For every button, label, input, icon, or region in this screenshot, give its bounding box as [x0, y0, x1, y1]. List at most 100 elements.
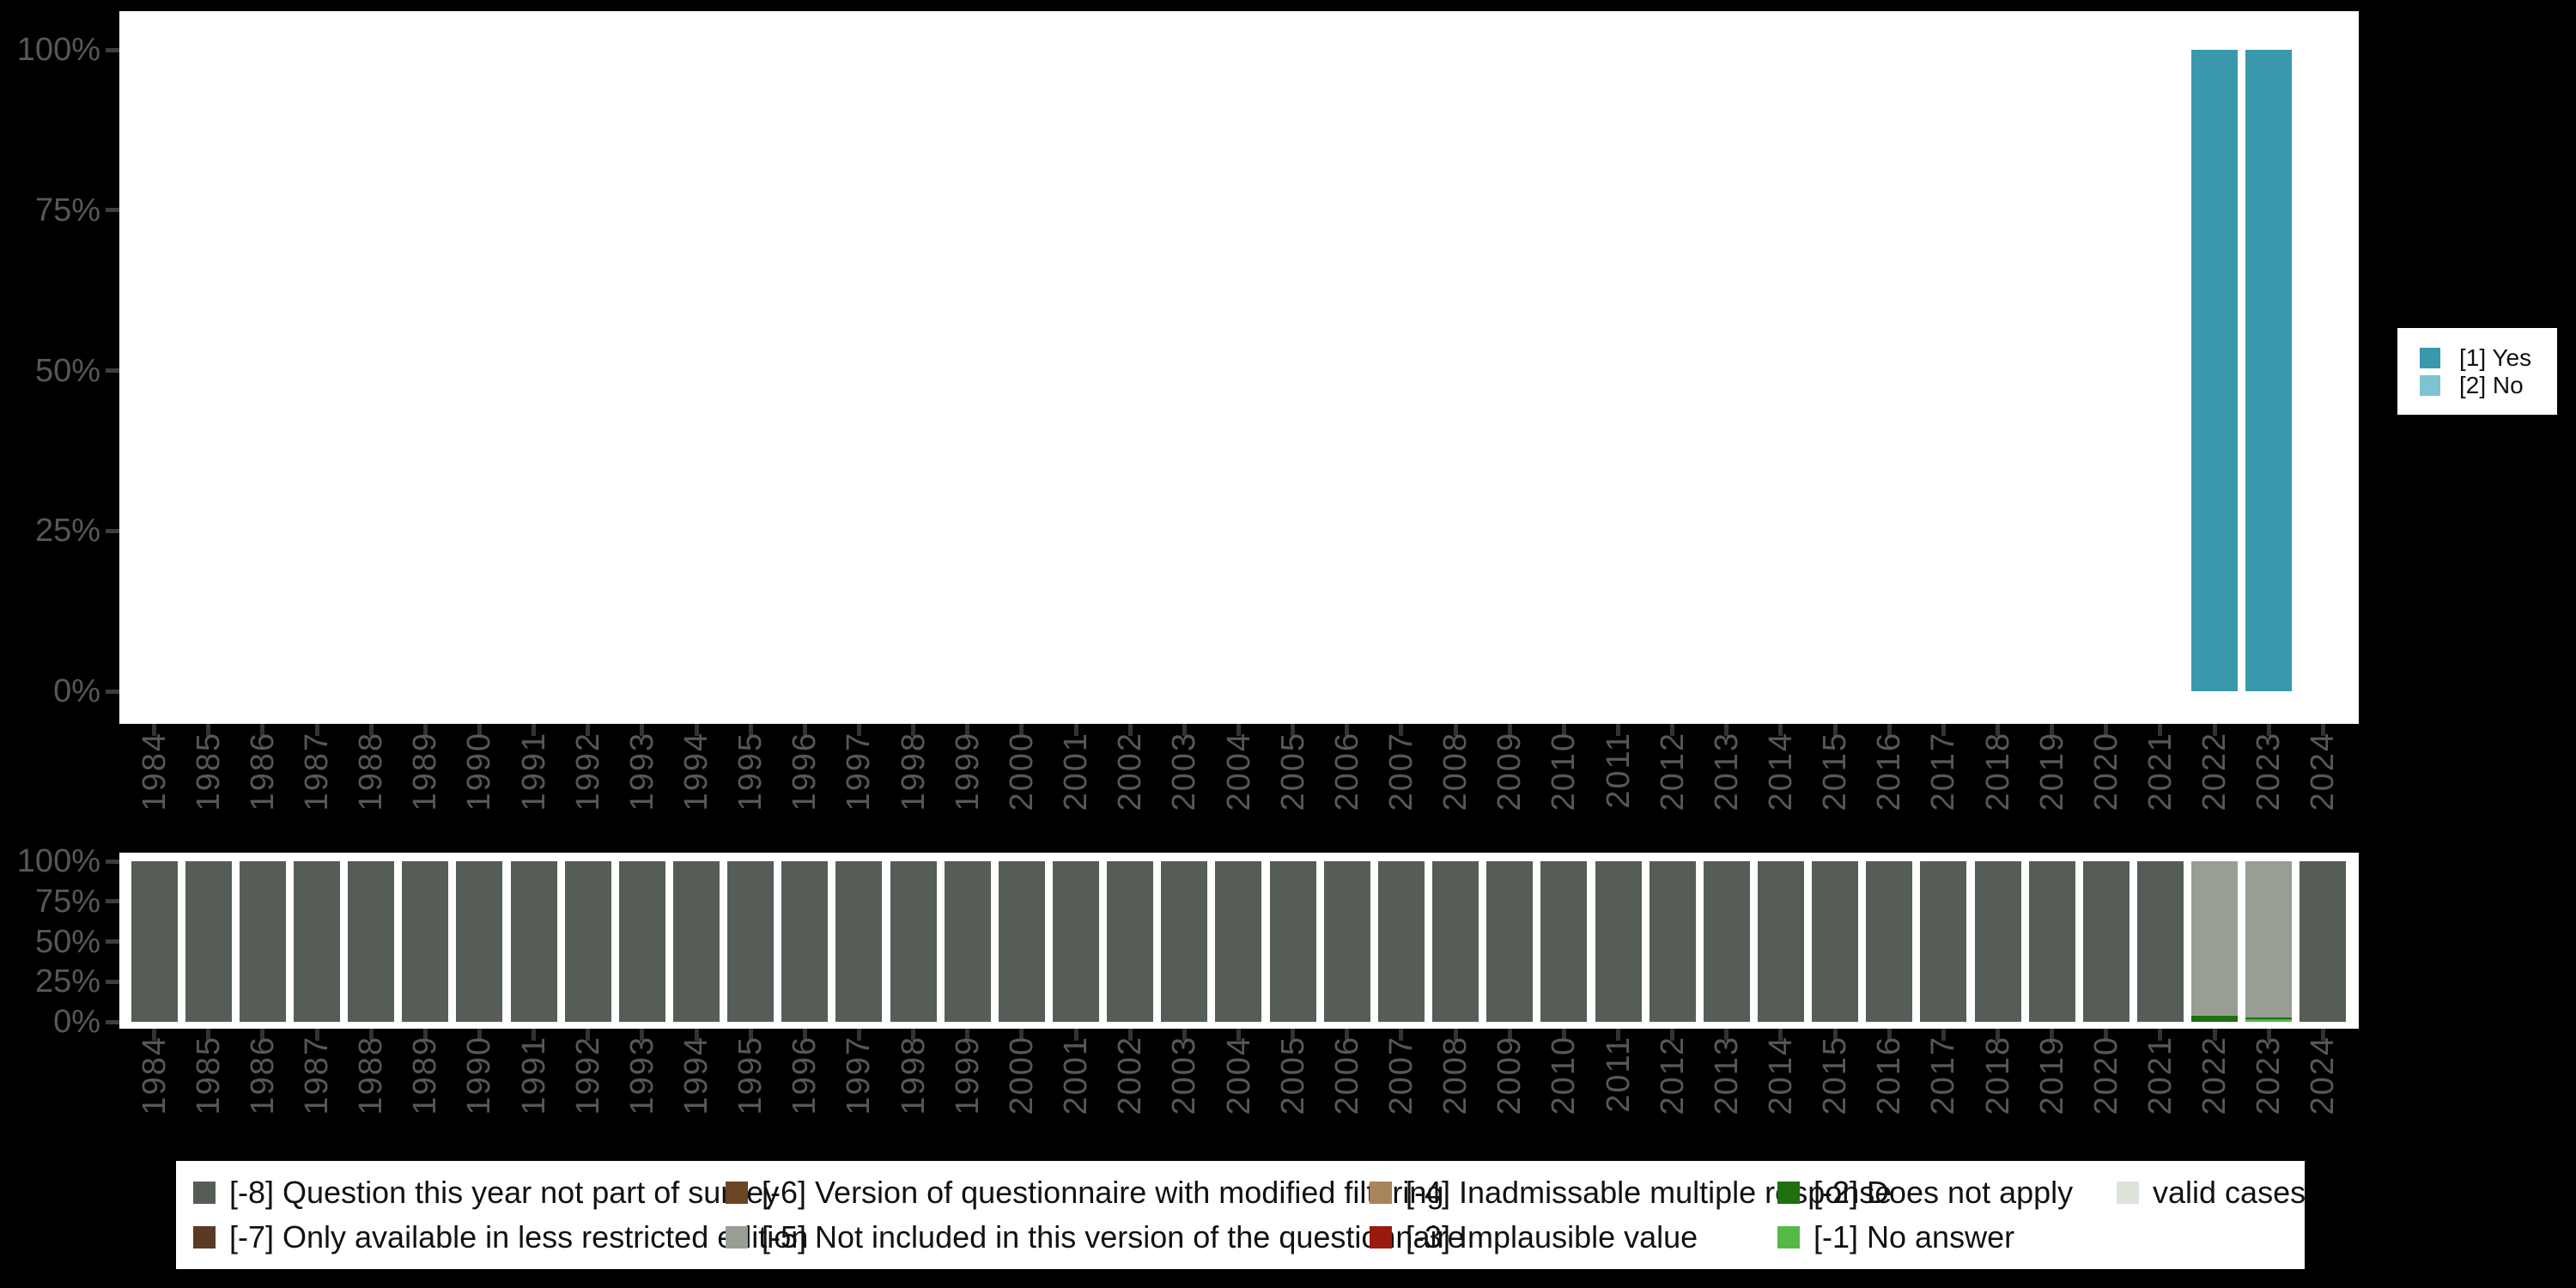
x-axis-tick [1996, 724, 2001, 736]
x-axis-label-2017: 2017 [1925, 1036, 1962, 1115]
bar-1985 [185, 861, 232, 1022]
y-axis-label: 50% [34, 923, 100, 960]
bar-2021 [2136, 861, 2184, 1022]
legend-label: [-7] Only available in less restricted e… [229, 1219, 809, 1255]
x-axis-label-2015: 2015 [1817, 1036, 1854, 1115]
x-axis-label-2004: 2004 [1220, 732, 1257, 811]
x-axis-label-2017: 2017 [1925, 732, 1962, 811]
x-axis-tick [856, 1029, 861, 1041]
legend-swatch [1777, 1226, 1800, 1249]
x-axis-label-2011: 2011 [1600, 1036, 1637, 1113]
legend-label: [-3] Implausible value [1406, 1219, 1698, 1255]
x-axis-tick [477, 724, 482, 736]
x-axis-label-2024: 2024 [2305, 1036, 2342, 1115]
bar-2006 [1323, 861, 1370, 1022]
x-axis-tick [1996, 1029, 2001, 1041]
x-axis-tick [1019, 724, 1024, 736]
bar-slot-1989 [398, 50, 453, 691]
x-axis-tick [1724, 724, 1729, 736]
bar-slot-2000 [994, 861, 1048, 1022]
bar-slot-1995 [724, 861, 778, 1022]
x-axis-tick [2266, 724, 2271, 736]
x-axis-label-2022: 2022 [2196, 732, 2233, 811]
x-axis-label-2020: 2020 [2087, 732, 2124, 811]
bar-slot-1996 [778, 50, 832, 691]
bar-slot-2021 [2133, 861, 2187, 1022]
bars-area [127, 50, 2350, 691]
legend-item: valid cases [2117, 1175, 2306, 1210]
x-axis-label-2001: 2001 [1058, 732, 1095, 811]
x-axis-label-2019: 2019 [2033, 1036, 2070, 1115]
bar-slot-2024 [2296, 50, 2350, 691]
x-axis-label-2021: 2021 [2142, 732, 2178, 811]
bar-segment [1486, 861, 1534, 1022]
bar-segment [1920, 861, 1967, 1022]
legend-swatch [193, 1182, 216, 1204]
bar-slot-2002 [1103, 50, 1157, 691]
bar-segment [2245, 50, 2293, 691]
plot-panel-bottom [119, 853, 2359, 1029]
y-axis-label: 0% [53, 673, 100, 709]
x-axis-label-1995: 1995 [732, 1036, 769, 1115]
bar-slot-2004 [1212, 50, 1266, 691]
x-axis-label-1986: 1986 [244, 1036, 281, 1115]
x-axis-label-2002: 2002 [1112, 1036, 1149, 1115]
y-axis-label: 50% [34, 352, 100, 389]
bar-slot-1984 [127, 50, 181, 691]
x-axis-tick [640, 1029, 645, 1041]
legend-item: [-3] Implausible value [1370, 1219, 1698, 1255]
x-axis-label-1987: 1987 [299, 1036, 335, 1115]
bar-slot-2011 [1591, 50, 1645, 691]
bar-slot-1985 [181, 861, 235, 1022]
bar-1997 [835, 861, 883, 1022]
bar-segment [1757, 861, 1804, 1022]
bar-segment [2191, 1015, 2239, 1022]
x-axis-label-1996: 1996 [787, 732, 823, 811]
x-axis-label-1994: 1994 [678, 732, 715, 811]
legend-label: [1] Yes [2459, 343, 2532, 371]
x-axis-tick [748, 724, 753, 736]
bar-1989 [402, 861, 449, 1022]
bar-segment [1323, 861, 1370, 1022]
bar-slot-2017 [1917, 861, 1971, 1022]
x-axis-tick [422, 724, 428, 736]
x-axis-label-1991: 1991 [515, 732, 552, 811]
x-axis-tick [1670, 1029, 1675, 1041]
x-axis-tick [2104, 724, 2109, 736]
x-axis-label-1984: 1984 [136, 1036, 173, 1115]
bar-slot-2012 [1645, 861, 1699, 1022]
legend-label: valid cases [2153, 1175, 2306, 1210]
x-axis-tick [1182, 1029, 1187, 1041]
bar-2019 [2028, 861, 2075, 1022]
bar-slot-2008 [1429, 50, 1483, 691]
bar-segment [2245, 1019, 2293, 1022]
x-axis-label-2006: 2006 [1328, 732, 1365, 811]
plot-panel-top [119, 11, 2359, 724]
x-axis-tick [1345, 1029, 1350, 1041]
y-axis-tick [106, 689, 119, 694]
legend-label: [-6] Version of questionnaire with modif… [762, 1175, 1444, 1210]
bar-slot-1991 [507, 861, 561, 1022]
bar-2017 [1920, 861, 1967, 1022]
legend-swatch [2420, 347, 2440, 368]
bar-segment [1595, 861, 1642, 1022]
x-axis-label-2021: 2021 [2142, 1036, 2178, 1115]
bar-2022 [2191, 861, 2239, 1022]
x-axis-tick [1507, 1029, 1512, 1041]
x-axis-tick [1507, 724, 1512, 736]
x-axis-label-2016: 2016 [1871, 1036, 1908, 1115]
bar-segment [2245, 861, 2293, 1018]
bar-2012 [1649, 861, 1696, 1022]
bar-slot-2004 [1212, 861, 1266, 1022]
bar-slot-2011 [1591, 861, 1645, 1022]
x-axis-tick [368, 1029, 374, 1041]
bar-slot-1996 [778, 861, 832, 1022]
bar-segment [402, 861, 449, 1022]
legend-item: [-1] No answer [1777, 1222, 2014, 1253]
bar-slot-1994 [669, 50, 723, 691]
x-axis-label-2011: 2011 [1600, 732, 1637, 809]
bars-area [127, 861, 2350, 1022]
bar-slot-2020 [2079, 861, 2133, 1022]
bar-segment [2191, 50, 2239, 691]
bar-slot-1990 [453, 50, 507, 691]
